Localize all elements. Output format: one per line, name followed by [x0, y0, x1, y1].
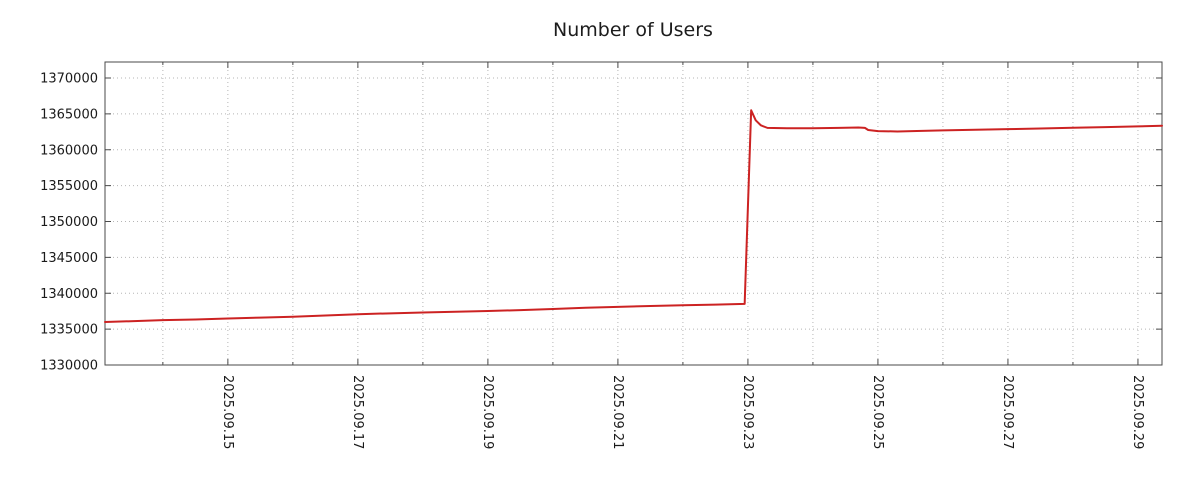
y-tick-label: 1335000	[40, 323, 98, 338]
y-tick-label: 1345000	[40, 251, 98, 266]
x-tick-label: 2025.09.23	[740, 375, 755, 449]
y-tick-label: 1350000	[40, 215, 98, 230]
series-line-users	[104, 109, 1163, 323]
y-tick-label: 1370000	[40, 72, 98, 87]
plot-border	[104, 61, 1163, 366]
x-tick-label: 2025.09.17	[350, 375, 365, 449]
y-axis-labels: 1330000 1335000 1340000 1345000 1350000 13550…	[40, 72, 98, 374]
gridlines	[105, 62, 1162, 366]
x-tick-label: 2025.09.27	[1000, 375, 1015, 449]
y-tick-label: 1340000	[40, 287, 98, 302]
y-tick-label: 1365000	[40, 107, 98, 122]
chart-title: Number of Users	[553, 19, 713, 41]
x-tick-label: 2025.09.29	[1130, 375, 1145, 449]
y-tick-label: 1355000	[40, 179, 98, 194]
x-tick-label: 2025.09.19	[480, 375, 495, 449]
x-tick-label: 2025.09.25	[870, 375, 885, 449]
axis-ticks	[105, 62, 1162, 366]
y-tick-label: 1330000	[40, 359, 98, 374]
x-tick-label: 2025.09.21	[610, 375, 625, 449]
x-axis-labels: 2025.09.15 2025.09.17 2025.09.19 2025.09.21…	[220, 375, 1145, 449]
y-tick-label: 1360000	[40, 143, 98, 158]
x-tick-label: 2025.09.15	[220, 375, 235, 449]
